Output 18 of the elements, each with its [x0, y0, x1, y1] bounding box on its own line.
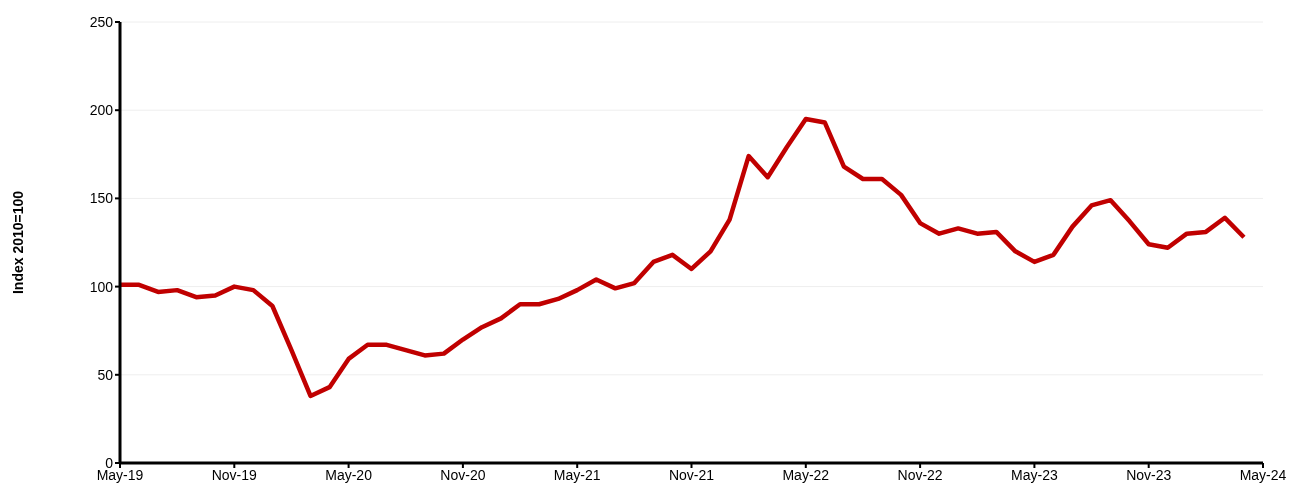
- x-tick-label: May-21: [553, 466, 601, 483]
- x-tick-label: May-20: [325, 466, 373, 483]
- line-series: [120, 116, 1247, 399]
- x-tick-label: May-22: [782, 466, 830, 483]
- y-tick-label: 0: [105, 454, 114, 471]
- x-tick-label: Nov-20: [440, 466, 486, 483]
- x-tick-label: Nov-21: [668, 466, 715, 483]
- y-tick-label: 50: [97, 366, 114, 383]
- x-tick-label: May-23: [1011, 466, 1058, 483]
- x-tick-label: Nov-23: [1126, 466, 1172, 483]
- x-tick-label: Nov-19: [211, 466, 258, 483]
- y-tick-label: 200: [89, 102, 114, 119]
- y-tick-label: 150: [89, 190, 114, 207]
- y-tick-label: 100: [89, 278, 114, 295]
- y-tick-label: 250: [89, 13, 114, 30]
- x-tick-label: May-24: [1239, 466, 1287, 483]
- y-axis-title: Index 2010=100: [9, 190, 26, 295]
- x-tick-label: Nov-22: [897, 466, 943, 483]
